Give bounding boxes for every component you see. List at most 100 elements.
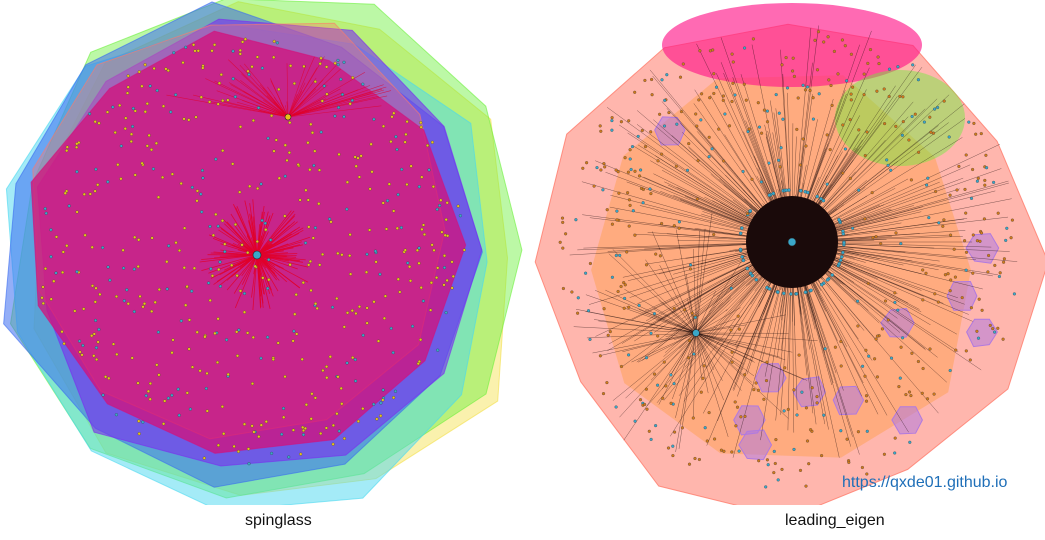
network-node: [92, 354, 96, 358]
network-node: [105, 110, 110, 114]
network-node: [398, 290, 402, 294]
network-edge: [208, 254, 258, 274]
network-node: [325, 65, 329, 69]
network-node: [861, 364, 865, 368]
network-node: [889, 168, 893, 172]
network-node: [851, 226, 855, 230]
network-node: [760, 131, 764, 135]
network-node: [964, 268, 968, 272]
network-node: [462, 248, 466, 252]
network-node: [429, 281, 433, 285]
network-node: [656, 334, 660, 338]
network-node: [792, 447, 796, 451]
network-node: [353, 155, 357, 159]
network-edge: [695, 324, 747, 334]
network-node: [926, 176, 930, 180]
network-node: [216, 317, 220, 321]
network-node: [614, 168, 618, 172]
network-node: [210, 49, 214, 53]
network-node: [372, 402, 376, 406]
network-node: [618, 253, 622, 257]
network-node: [843, 147, 847, 151]
network-node: [210, 274, 215, 278]
network-node: [166, 396, 170, 400]
network-node: [933, 107, 937, 111]
network-node: [603, 165, 607, 169]
network-edge: [256, 254, 301, 289]
network-edge: [287, 91, 344, 118]
network-node: [283, 375, 287, 379]
network-node: [648, 187, 652, 191]
network-node: [838, 258, 843, 262]
network-node: [221, 149, 225, 153]
network-node: [313, 396, 317, 400]
network-node: [934, 189, 938, 194]
network-node: [269, 238, 273, 242]
network-node: [75, 142, 79, 146]
network-node: [93, 300, 97, 304]
network-edge: [608, 253, 697, 334]
network-node: [819, 197, 823, 201]
network-node: [585, 161, 589, 165]
network-node: [145, 144, 149, 148]
network-node: [650, 93, 654, 97]
network-node: [184, 45, 188, 49]
network-edge: [695, 332, 724, 401]
network-node: [976, 176, 980, 180]
network-node: [672, 382, 676, 386]
network-edge: [695, 230, 700, 334]
network-edge: [695, 298, 720, 334]
network-node: [806, 190, 810, 195]
network-node: [301, 425, 305, 429]
network-node: [170, 172, 174, 176]
network-node: [738, 247, 743, 252]
network-node: [381, 201, 385, 205]
network-node: [256, 186, 260, 191]
network-node: [1004, 238, 1008, 242]
network-node: [941, 224, 945, 228]
network-node: [201, 66, 205, 70]
network-node: [641, 201, 645, 205]
network-node: [627, 224, 631, 228]
network-node: [639, 168, 643, 172]
network-node: [372, 117, 376, 121]
network-node: [894, 124, 898, 128]
network-node: [281, 406, 286, 410]
network-node: [216, 102, 220, 106]
network-node: [417, 185, 421, 189]
network-node: [762, 108, 766, 112]
network-node: [968, 358, 972, 362]
network-node: [151, 167, 155, 171]
network-node: [304, 403, 308, 407]
network-node: [969, 306, 973, 310]
network-node: [798, 163, 802, 167]
network-node: [192, 266, 196, 270]
network-node: [431, 185, 435, 189]
watermark-link[interactable]: https://qxde01.github.io: [842, 474, 1008, 491]
network-node: [417, 246, 421, 250]
network-node: [832, 49, 836, 53]
network-node: [231, 77, 235, 81]
network-node: [640, 128, 644, 133]
network-node: [90, 245, 94, 249]
network-node: [743, 373, 747, 377]
network-node: [420, 175, 424, 179]
network-node: [727, 124, 732, 128]
network-node: [218, 284, 222, 288]
network-node: [664, 384, 668, 388]
network-node: [145, 102, 149, 106]
network-node: [321, 368, 325, 373]
network-edge: [626, 306, 697, 334]
network-node: [219, 73, 223, 77]
network-node: [148, 84, 152, 88]
network-node: [739, 415, 743, 419]
network-node: [421, 223, 426, 227]
community-hull: [832, 385, 865, 416]
network-node: [374, 260, 378, 264]
network-node: [345, 311, 350, 315]
network-node: [953, 275, 957, 279]
network-node: [340, 92, 345, 97]
network-node: [979, 132, 983, 136]
network-node: [909, 394, 913, 398]
network-node: [803, 290, 808, 294]
